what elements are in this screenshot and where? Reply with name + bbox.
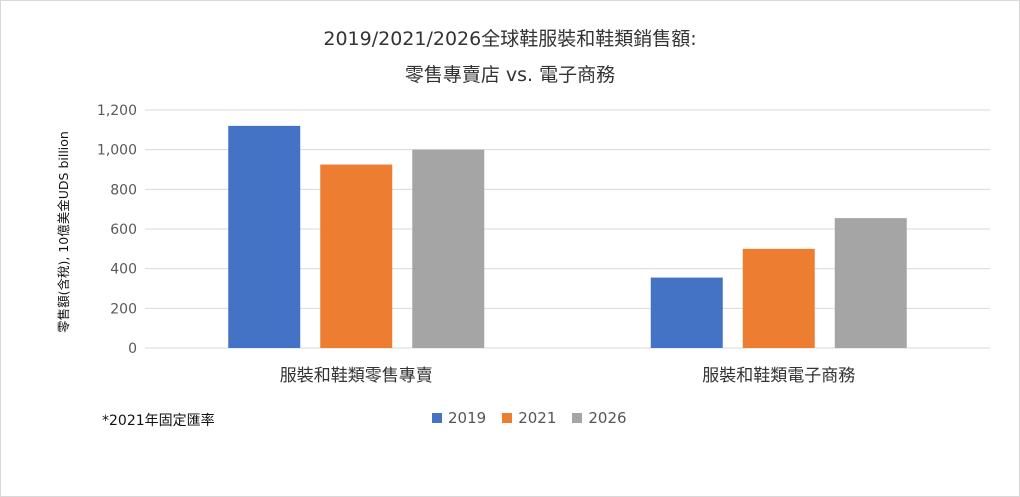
legend: 2019 2021 2026: [432, 409, 643, 427]
y-tick-label: 1,000: [97, 143, 137, 159]
x-category-label: 服裝和鞋類電子商務: [702, 366, 855, 386]
legend-swatch-2019: [432, 413, 442, 423]
x-category-label: 服裝和鞋類零售專賣: [280, 366, 433, 386]
legend-item-2021: 2021: [502, 409, 556, 427]
bar-2019-1: [228, 125, 301, 348]
y-tick-label: 600: [110, 222, 137, 238]
y-tick-label: 400: [110, 262, 137, 278]
chart-subtitle: 零售專賣店 vs. 電子商務: [404, 64, 616, 86]
bar-2026-1: [412, 149, 485, 348]
bar-2026-2: [834, 218, 907, 348]
legend-item-2019: 2019: [432, 409, 486, 427]
legend-label-2019: 2019: [448, 409, 487, 427]
footnote: *2021年固定匯率: [102, 413, 215, 429]
bar-2021-1: [320, 164, 393, 348]
y-tick-label: 1,200: [97, 103, 137, 119]
y-tick-label: 200: [110, 301, 137, 317]
legend-item-2026: 2026: [572, 409, 627, 427]
y-tick-label: 800: [110, 182, 137, 198]
legend-label-2026: 2026: [588, 409, 627, 427]
legend-label-2021: 2021: [518, 409, 557, 427]
legend-swatch-2021: [502, 413, 513, 423]
legend-swatch-2026: [572, 413, 583, 423]
y-tick-label: 0: [128, 341, 137, 357]
bar-2019-2: [650, 277, 723, 348]
chart-title: 2019/2021/2026全球鞋服裝和鞋類銷售額:: [323, 28, 697, 50]
bar-2021-2: [742, 248, 815, 348]
